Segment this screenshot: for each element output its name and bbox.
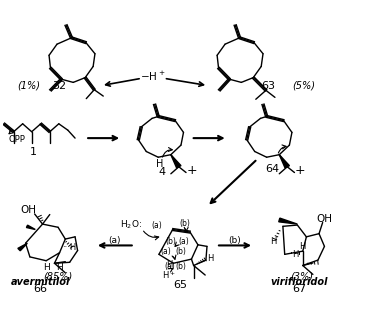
Text: H: H [56, 263, 63, 272]
Text: 1: 1 [30, 147, 37, 157]
Text: (a): (a) [178, 237, 189, 246]
Polygon shape [26, 225, 35, 229]
Text: (85%): (85%) [43, 271, 73, 281]
Polygon shape [279, 155, 290, 168]
Text: 65: 65 [173, 280, 187, 290]
Text: avermitilol: avermitilol [11, 277, 70, 287]
Text: (b): (b) [166, 237, 176, 246]
Text: H: H [207, 254, 214, 263]
Text: +: + [295, 164, 305, 178]
Text: (a): (a) [151, 221, 162, 229]
Text: (b): (b) [175, 247, 186, 256]
Text: (1%): (1%) [18, 81, 41, 91]
Text: OH: OH [20, 205, 36, 215]
Polygon shape [18, 243, 28, 251]
Text: (3%): (3%) [291, 271, 313, 281]
Text: +: + [186, 164, 197, 178]
Polygon shape [171, 155, 181, 168]
Text: H$_2$O:: H$_2$O: [120, 219, 142, 231]
Text: (b): (b) [228, 237, 241, 246]
Text: (a): (a) [164, 262, 175, 271]
Text: OPP: OPP [8, 134, 25, 144]
Text: H$^+$: H$^+$ [162, 269, 176, 281]
Text: 66: 66 [34, 284, 48, 295]
Text: H: H [43, 262, 50, 272]
Text: (b): (b) [180, 219, 191, 228]
Text: H: H [292, 250, 299, 259]
Text: $-\mathrm{H}^+$: $-\mathrm{H}^+$ [140, 69, 166, 83]
Text: (b): (b) [175, 262, 186, 271]
Text: 4: 4 [158, 167, 166, 177]
Text: ···H: ···H [62, 243, 76, 252]
Text: H: H [270, 237, 276, 246]
Text: 64: 64 [265, 164, 279, 174]
Text: H: H [299, 242, 306, 251]
Text: H: H [156, 158, 164, 168]
Text: 32: 32 [52, 81, 66, 91]
Text: (5%): (5%) [292, 81, 315, 91]
Text: 67: 67 [292, 284, 306, 295]
Text: 63: 63 [261, 81, 276, 91]
Text: (a): (a) [109, 237, 121, 246]
Text: (a): (a) [161, 247, 171, 256]
Text: OH: OH [316, 214, 333, 224]
Text: virifloridol: virifloridol [270, 277, 328, 287]
Text: H: H [166, 260, 172, 269]
Polygon shape [279, 218, 297, 224]
